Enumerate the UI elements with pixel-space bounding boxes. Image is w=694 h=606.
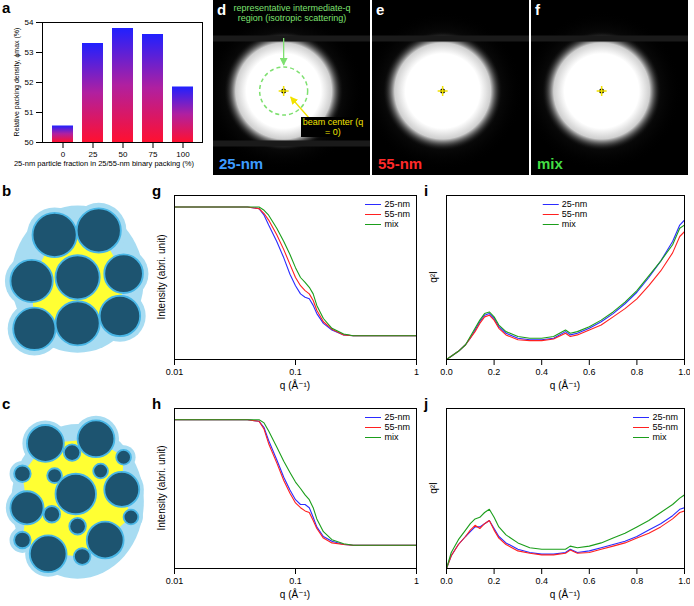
- svg-text:0.01: 0.01: [166, 576, 184, 586]
- svg-text:0.8: 0.8: [631, 367, 644, 377]
- html-text:Relative packing density, ϕmax: Relative packing density, ϕmax (%): [12, 27, 20, 137]
- svg-text:0.4: 0.4: [535, 367, 548, 377]
- html-text:representative intermediate-q: representative intermediate-q region (is…: [233, 3, 351, 23]
- svg-text:1.0: 1.0: [678, 367, 690, 377]
- html-text:a: a: [2, 0, 11, 16]
- svg-text:1.0: 1.0: [678, 576, 690, 586]
- html-text:q²I: q²I: [428, 271, 439, 283]
- html-text:q (Å⁻¹): q (Å⁻¹): [549, 589, 581, 600]
- html-text:j: j: [424, 395, 429, 412]
- svg-text:0.1: 0.1: [289, 576, 302, 586]
- svg-text:0.6: 0.6: [583, 367, 596, 377]
- html-text:i: i: [424, 182, 429, 199]
- svg-text:0: 0: [61, 150, 66, 159]
- html-text:mix: mix: [384, 219, 399, 229]
- svg-text:25: 25: [89, 150, 98, 159]
- svg-text:0.4: 0.4: [535, 576, 548, 586]
- html-text:mix: mix: [652, 432, 667, 442]
- svg-text:0.2: 0.2: [488, 576, 501, 586]
- html-text:Intensity (abri. unit): Intensity (abri. unit): [156, 445, 167, 531]
- html-text:25-nm: 25-nm: [219, 155, 264, 172]
- html-text:25-nm: 25-nm: [384, 412, 410, 422]
- html-text:25-nm: 25-nm: [561, 199, 588, 209]
- svg-text:52: 52: [25, 78, 34, 87]
- svg-text:50: 50: [119, 150, 128, 159]
- svg-text:1: 1: [414, 367, 419, 377]
- html-text:e: e: [376, 1, 385, 18]
- svg-text:53: 53: [25, 48, 34, 57]
- html-text:beam center (q = 0): beam center (q = 0): [302, 117, 364, 137]
- svg-text:0.6: 0.6: [583, 576, 596, 586]
- html-text:55-nm: 55-nm: [561, 209, 588, 219]
- html-text:55-nm: 55-nm: [378, 155, 423, 172]
- html-text:Intensity (abri. unit): Intensity (abri. unit): [156, 234, 167, 320]
- html-text:q²I: q²I: [428, 482, 439, 494]
- svg-text:50: 50: [25, 138, 34, 147]
- html-text:g: g: [152, 182, 162, 199]
- svg-text:54: 54: [25, 18, 34, 27]
- html-text:mix: mix: [537, 155, 563, 172]
- svg-text:1: 1: [414, 576, 419, 586]
- html-text:b: b: [2, 182, 12, 199]
- html-text:c: c: [2, 395, 11, 412]
- svg-text:0.8: 0.8: [631, 576, 644, 586]
- svg-text:0.2: 0.2: [488, 367, 501, 377]
- svg-text:0.0: 0.0: [440, 367, 453, 377]
- html-text:q (Å⁻¹): q (Å⁻¹): [279, 589, 311, 600]
- svg-text:51: 51: [25, 108, 34, 117]
- html-text:mix: mix: [561, 219, 576, 229]
- svg-text:0.0: 0.0: [440, 576, 453, 586]
- svg-text:100: 100: [176, 150, 190, 159]
- html-text:55-nm: 55-nm: [384, 209, 410, 219]
- svg-text:0.1: 0.1: [289, 367, 302, 377]
- html-text:mix: mix: [384, 432, 399, 442]
- html-text:55-nm: 55-nm: [652, 422, 678, 432]
- html-text:h: h: [152, 395, 162, 412]
- html-text:25-nm: 25-nm: [652, 412, 678, 422]
- html-text:25-nm: 25-nm: [384, 199, 410, 209]
- html-text:q (Å⁻¹): q (Å⁻¹): [279, 380, 311, 391]
- html-text:f: f: [535, 1, 540, 18]
- html-text:55-nm: 55-nm: [384, 422, 410, 432]
- html-text:q (Å⁻¹): q (Å⁻¹): [549, 380, 581, 391]
- svg-text:75: 75: [149, 150, 158, 159]
- svg-text:0.01: 0.01: [166, 367, 184, 377]
- html-text:d: d: [217, 1, 227, 18]
- html-text:25-nm particle fraction in 25/: 25-nm particle fraction in 25/55-nm bina…: [14, 159, 194, 168]
